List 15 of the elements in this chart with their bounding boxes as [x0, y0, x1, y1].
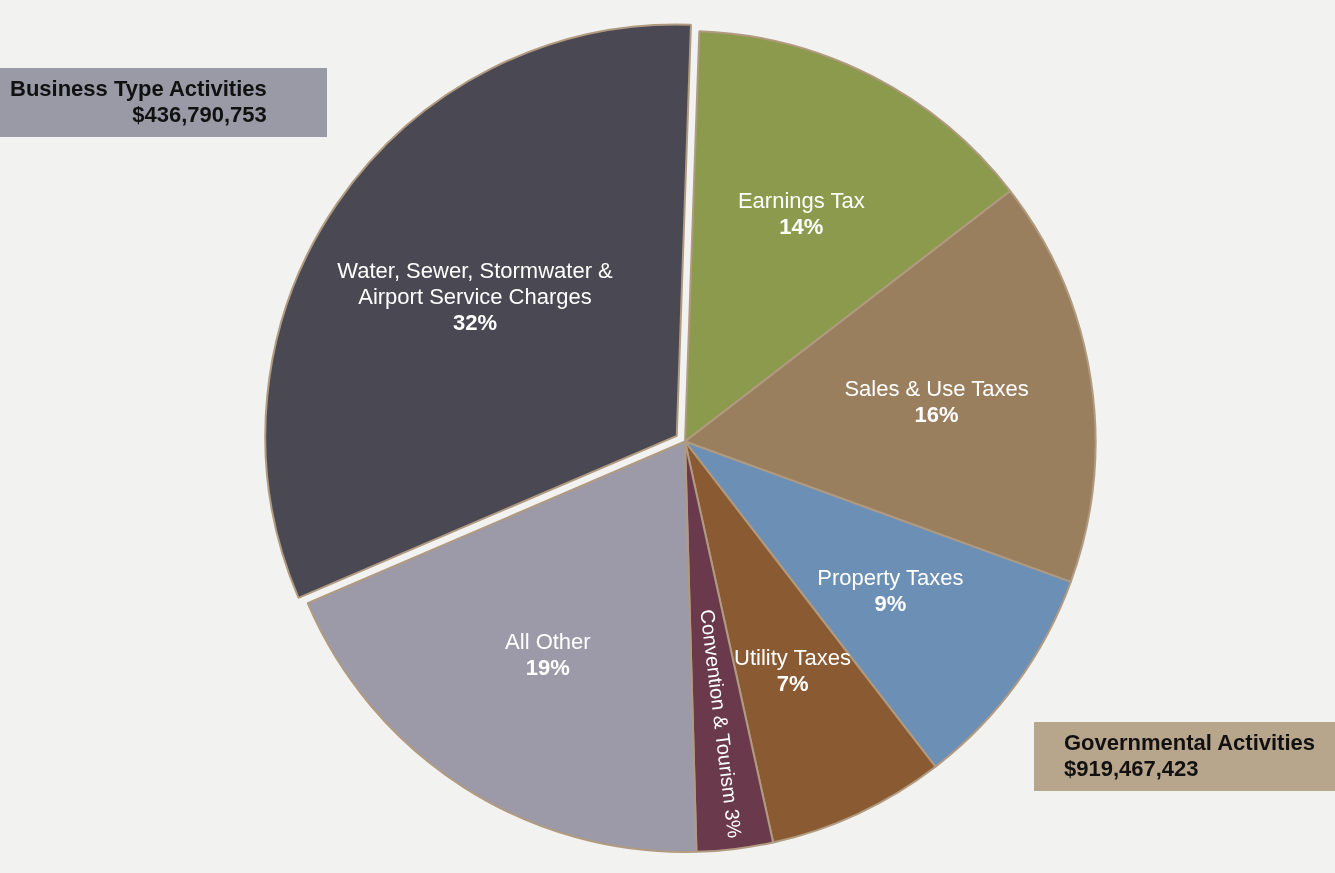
data-label: 32% [452, 309, 498, 335]
text: Business Type Activities $436,790,753 [0, 68, 327, 137]
data-label: 9% [874, 590, 907, 616]
data-label: 14% [779, 214, 824, 240]
slice-label: Earnings Tax [737, 188, 865, 214]
slice-label: Property Taxes [817, 564, 964, 590]
data-label: 19% [525, 654, 570, 680]
data-label: 3% [720, 807, 747, 840]
slice-label: Sales & Use Taxes [844, 375, 1029, 401]
data-label: 7% [776, 671, 809, 697]
data-label: 16% [914, 401, 959, 427]
slice-label: Utility Taxes [734, 645, 852, 671]
text: Governmental Activities $919,467,423 [1033, 722, 1335, 791]
slice-label: All Other [505, 628, 591, 654]
slice-label: Water, Sewer, Stormwater & Airport Service Charges [337, 257, 614, 309]
